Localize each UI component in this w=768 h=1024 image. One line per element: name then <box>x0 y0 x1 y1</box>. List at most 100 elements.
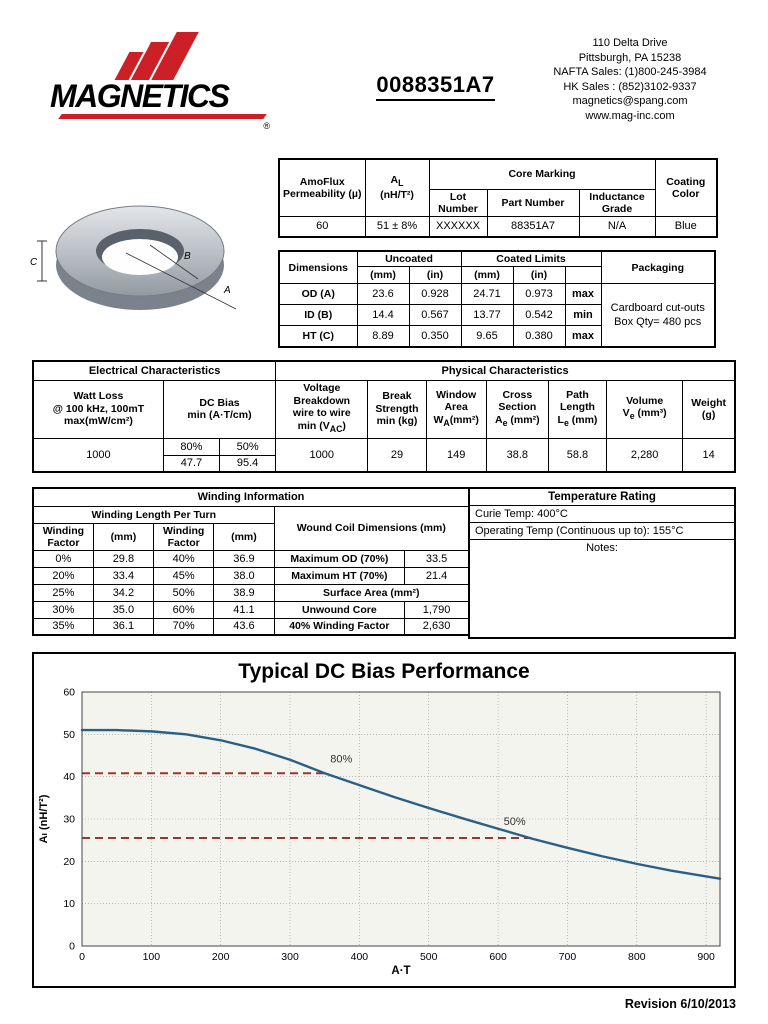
blank-cell <box>564 266 602 284</box>
break-strength-value: 29 <box>367 437 427 473</box>
wf40-value: 2,630 <box>404 617 470 636</box>
dc-bias-80-value: 47.7 <box>162 454 221 473</box>
part-number-heading: 0088351A7 <box>338 72 533 101</box>
svg-text:80%: 80% <box>330 753 352 765</box>
winding-cell: 43.6 <box>213 617 275 636</box>
svg-text:50%: 50% <box>504 816 526 828</box>
winding-cell: 50% <box>153 583 215 602</box>
winding-cell: 25% <box>32 583 94 602</box>
svg-text:40: 40 <box>63 771 75 783</box>
surface-area-title: Surface Area (mm²) <box>273 583 470 602</box>
dim-cell: 14.4 <box>356 304 410 326</box>
notes-label: Notes: <box>586 542 618 554</box>
lot-number-header: Lot Number <box>428 188 488 217</box>
label-line: Section <box>498 401 537 414</box>
label-line: WA(mm²) <box>433 413 479 428</box>
label-line: wire to wire <box>292 407 351 420</box>
label-line: Path <box>566 388 589 401</box>
winding-table: Winding Information Winding Length Per T… <box>32 487 470 636</box>
dim-row-label: ID (B) <box>278 304 358 326</box>
svg-text:30: 30 <box>63 814 75 826</box>
svg-text:800: 800 <box>628 951 646 963</box>
svg-text:600: 600 <box>489 951 507 963</box>
dim-cell: 13.77 <box>460 304 514 326</box>
part-number-value: 88351A7 <box>486 215 580 238</box>
weight-header: Weight (g) <box>682 379 736 439</box>
dc-bias-chart: Typical DC Bias Performance 80% 50% 0 100 20… <box>32 652 736 988</box>
temperature-rating-title: Temperature Rating <box>470 489 734 506</box>
label-line: Weight <box>691 396 727 409</box>
unwound-core-value: 1,790 <box>404 600 470 619</box>
electrical-title: Electrical Characteristics <box>32 360 277 381</box>
svg-text:500: 500 <box>420 951 438 963</box>
svg-text:60: 60 <box>63 687 75 699</box>
coating-color-header: Coating Color <box>654 158 718 217</box>
svg-text:0: 0 <box>69 941 75 953</box>
hk-sales-line: HK Sales : (852)3102-9337 <box>563 80 697 93</box>
curie-temp: Curie Temp: 400°C <box>470 506 734 523</box>
nafta-sales-line: NAFTA Sales: (1)800-245-3984 <box>553 66 707 78</box>
path-length-header: Path Length Le (mm) <box>547 379 608 439</box>
permeability-value: 60 <box>278 215 366 238</box>
email-text: magnetics@spang.com <box>572 95 688 107</box>
winding-factor-col: Winding Factor <box>32 522 94 551</box>
toroid-core-image: C B A <box>28 185 263 325</box>
wound-coil-title: Wound Coil Dimensions (mm) <box>273 505 470 551</box>
dim-cell: 8.89 <box>356 325 410 347</box>
cross-section-header: Cross Section Ae (mm²) <box>485 379 549 439</box>
part-number-header: Part Number <box>486 188 580 217</box>
winding-cell: 36.1 <box>92 617 155 636</box>
characteristics-table: Electrical Characteristics Physical Char… <box>32 360 736 473</box>
label-line: @ 100 kHz, 100mT <box>52 402 145 415</box>
max-ht-label: Maximum HT (70%) <box>273 566 406 585</box>
svg-text:200: 200 <box>212 951 230 963</box>
winding-cell: 45% <box>153 566 215 585</box>
inductance-grade-value: N/A <box>578 215 656 238</box>
winding-cell: 38.0 <box>213 566 275 585</box>
svg-text:400: 400 <box>351 951 369 963</box>
label-line: Watt Loss <box>73 390 124 403</box>
inductance-grade-header: Inductance Grade <box>578 188 656 217</box>
physical-title: Physical Characteristics <box>275 360 736 381</box>
label-line: max(mW/cm²) <box>64 415 133 428</box>
winding-cell: 36.9 <box>213 549 275 568</box>
winding-cell: 35% <box>32 617 94 636</box>
dim-cell: 9.65 <box>460 325 514 347</box>
label-line: Window <box>436 388 477 401</box>
toroid-core-drawing: C B A <box>30 205 237 310</box>
coating-color-value: Blue <box>654 215 718 238</box>
svg-text:50: 50 <box>63 729 75 741</box>
dim-cell: 0.928 <box>408 283 462 305</box>
winding-cell: 35.0 <box>92 600 155 619</box>
company-address-block: 110 Delta Drive Pittsburgh, PA 15238 NAF… <box>510 36 750 123</box>
dim-cell: 23.6 <box>356 283 410 305</box>
label-line: min (kg) <box>376 415 418 428</box>
revision-text: Revision 6/10/2013 <box>624 997 736 1011</box>
winding-cell: 29.8 <box>92 549 155 568</box>
dc-bias-50-value: 95.4 <box>219 454 277 473</box>
label-line: DC Bias <box>199 396 240 409</box>
volume-header: Volume Ve (mm³) <box>606 379 684 439</box>
label-line: Strength <box>375 402 419 415</box>
winding-cell: 41.1 <box>213 600 275 619</box>
cross-section-value: 38.8 <box>485 437 549 473</box>
dim-b-label: B <box>184 251 191 262</box>
mm-col: (mm) <box>92 522 155 551</box>
volume-value: 2,280 <box>606 437 684 473</box>
label-line: (g) <box>701 409 716 421</box>
winding-cell: 20% <box>32 566 94 585</box>
dimensions-header: Dimensions <box>278 250 358 284</box>
dc-bias-header: DC Bias min (A·T/cm) <box>162 379 277 439</box>
winding-cell: 30% <box>32 600 94 619</box>
dim-row-label: HT (C) <box>278 325 358 347</box>
unit-in: (in) <box>512 266 566 284</box>
svg-text:100: 100 <box>143 951 161 963</box>
magnetics-logo: MAGNETICS ® <box>50 30 270 131</box>
wf40-label: 40% Winding Factor <box>273 617 406 636</box>
website-text: www.mag-inc.com <box>585 109 675 122</box>
dc-bias-80-pct: 80% <box>162 437 221 456</box>
svg-text:Aₗ (nH/T²): Aₗ (nH/T²) <box>38 794 50 843</box>
break-strength-header: Break Strength min (kg) <box>367 379 427 439</box>
voltage-breakdown-header: Voltage Breakdown wire to wire min (VAC) <box>275 379 369 439</box>
